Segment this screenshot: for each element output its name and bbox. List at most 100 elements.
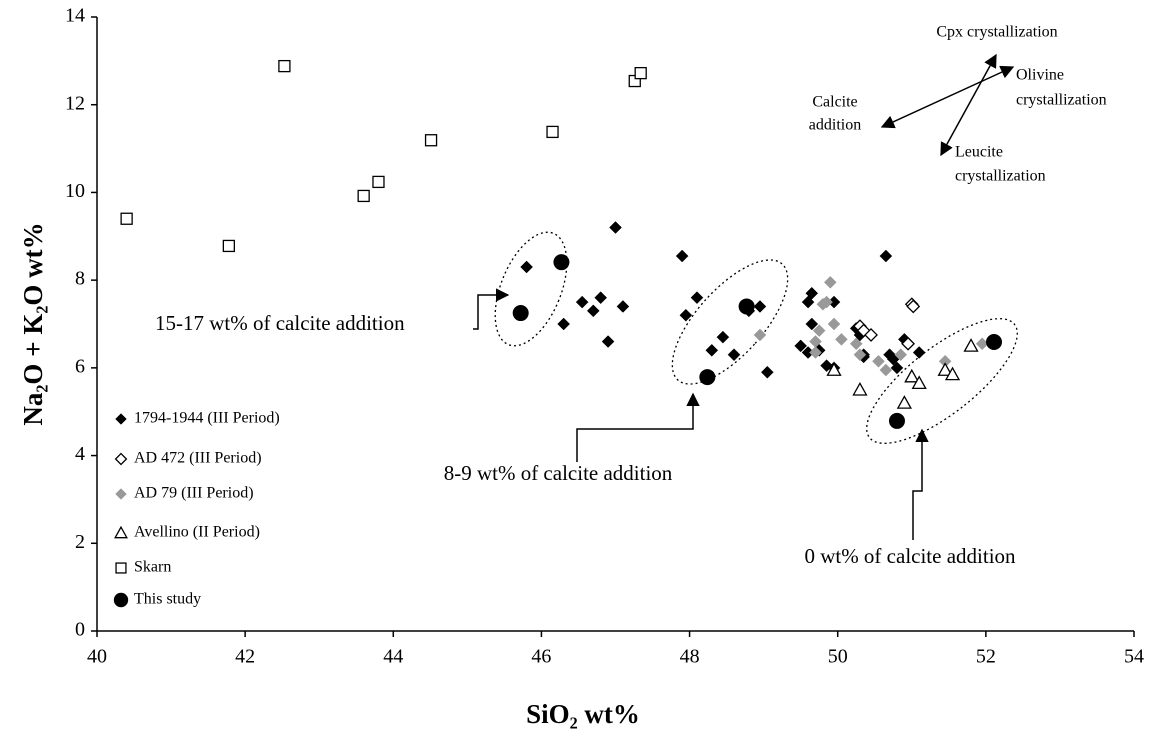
point bbox=[820, 295, 833, 309]
legend-label: AD 472 (III Period) bbox=[134, 450, 262, 467]
legend-marker bbox=[115, 488, 127, 500]
point bbox=[557, 317, 571, 331]
legend-label: This study bbox=[134, 591, 201, 608]
point bbox=[827, 317, 841, 331]
legend-label: Skarn bbox=[134, 559, 171, 576]
y-axis-title: Na₂O + K₂O wt% bbox=[18, 222, 48, 425]
y-tick-label: 4 bbox=[75, 443, 85, 465]
point bbox=[856, 323, 871, 338]
point bbox=[805, 286, 819, 300]
point bbox=[357, 189, 370, 203]
point bbox=[520, 260, 533, 274]
point bbox=[896, 395, 912, 409]
point bbox=[801, 295, 815, 309]
point bbox=[864, 328, 878, 342]
point bbox=[944, 366, 961, 381]
point bbox=[872, 354, 885, 368]
point bbox=[904, 368, 920, 383]
annotation: 15-17 wt% of calcite addition bbox=[155, 311, 405, 335]
point bbox=[805, 317, 819, 331]
point bbox=[809, 346, 822, 359]
x-tick-label: 42 bbox=[235, 646, 255, 668]
y-tick-label: 14 bbox=[65, 5, 85, 27]
x-axis-title: SiO₂ wt% bbox=[526, 699, 640, 729]
point bbox=[820, 359, 833, 373]
annotation: Calcite bbox=[812, 94, 857, 111]
legend-marker bbox=[115, 562, 127, 574]
annotation: Leucite bbox=[955, 144, 1003, 161]
point bbox=[835, 332, 848, 346]
y-tick-label: 8 bbox=[75, 268, 85, 290]
x-tick-label: 40 bbox=[87, 646, 107, 668]
point bbox=[546, 125, 559, 139]
point bbox=[727, 348, 741, 362]
arrow bbox=[576, 392, 700, 462]
y-tick-label: 0 bbox=[75, 619, 85, 641]
y-tick-label: 12 bbox=[65, 92, 85, 114]
point bbox=[634, 66, 647, 80]
point bbox=[553, 254, 570, 271]
point bbox=[512, 305, 529, 322]
legend-marker bbox=[115, 413, 127, 425]
legend-marker bbox=[114, 452, 128, 466]
x-tick-label: 46 bbox=[531, 646, 551, 668]
point bbox=[690, 291, 704, 305]
vector-arrow bbox=[940, 53, 997, 157]
point bbox=[594, 291, 608, 305]
point bbox=[716, 330, 730, 344]
x-tick-label: 50 bbox=[828, 646, 848, 668]
annotation: 8-9 wt% of calcite addition bbox=[444, 461, 673, 485]
x-tick-label: 44 bbox=[383, 646, 403, 668]
point bbox=[849, 337, 863, 351]
point bbox=[753, 300, 767, 313]
point bbox=[963, 338, 979, 352]
annotation: crystallization bbox=[1016, 92, 1107, 109]
point bbox=[372, 175, 385, 189]
annotation: crystallization bbox=[955, 168, 1046, 185]
point bbox=[937, 362, 953, 376]
y-tick-label: 10 bbox=[65, 180, 85, 202]
point bbox=[760, 365, 774, 379]
point bbox=[906, 299, 921, 314]
point bbox=[424, 134, 438, 147]
point bbox=[616, 300, 630, 313]
ellipse bbox=[494, 231, 568, 347]
legend-marker bbox=[113, 592, 129, 608]
y-tick-label: 2 bbox=[75, 531, 85, 553]
point bbox=[601, 335, 615, 348]
legend-label: AD 79 (III Period) bbox=[134, 485, 254, 502]
legend-label: Avellino (II Period) bbox=[134, 524, 260, 541]
annotation: Olivine bbox=[1016, 67, 1064, 84]
ellipse bbox=[866, 318, 1018, 444]
y-tick-label: 6 bbox=[75, 355, 85, 377]
point bbox=[222, 239, 235, 253]
point bbox=[699, 369, 716, 386]
point bbox=[120, 212, 133, 225]
arrow bbox=[912, 428, 929, 540]
annotation: 0 wt% of calcite addition bbox=[804, 544, 1016, 568]
point bbox=[753, 328, 767, 342]
point bbox=[679, 308, 693, 322]
point bbox=[826, 362, 842, 376]
point bbox=[894, 348, 908, 362]
point bbox=[586, 304, 600, 318]
point bbox=[794, 339, 808, 353]
point bbox=[705, 343, 719, 357]
point bbox=[738, 298, 755, 315]
ellipse bbox=[671, 259, 789, 385]
point bbox=[609, 221, 622, 234]
point bbox=[901, 336, 916, 351]
point bbox=[890, 361, 904, 375]
arrow bbox=[473, 288, 510, 330]
annotation: Cpx crystallization bbox=[936, 24, 1057, 41]
point bbox=[812, 324, 826, 337]
point bbox=[675, 249, 689, 263]
point bbox=[278, 59, 291, 73]
legend-marker bbox=[114, 525, 128, 539]
point bbox=[852, 381, 868, 396]
x-tick-label: 54 bbox=[1124, 646, 1144, 668]
annotation: addition bbox=[809, 117, 861, 134]
point bbox=[888, 412, 905, 429]
